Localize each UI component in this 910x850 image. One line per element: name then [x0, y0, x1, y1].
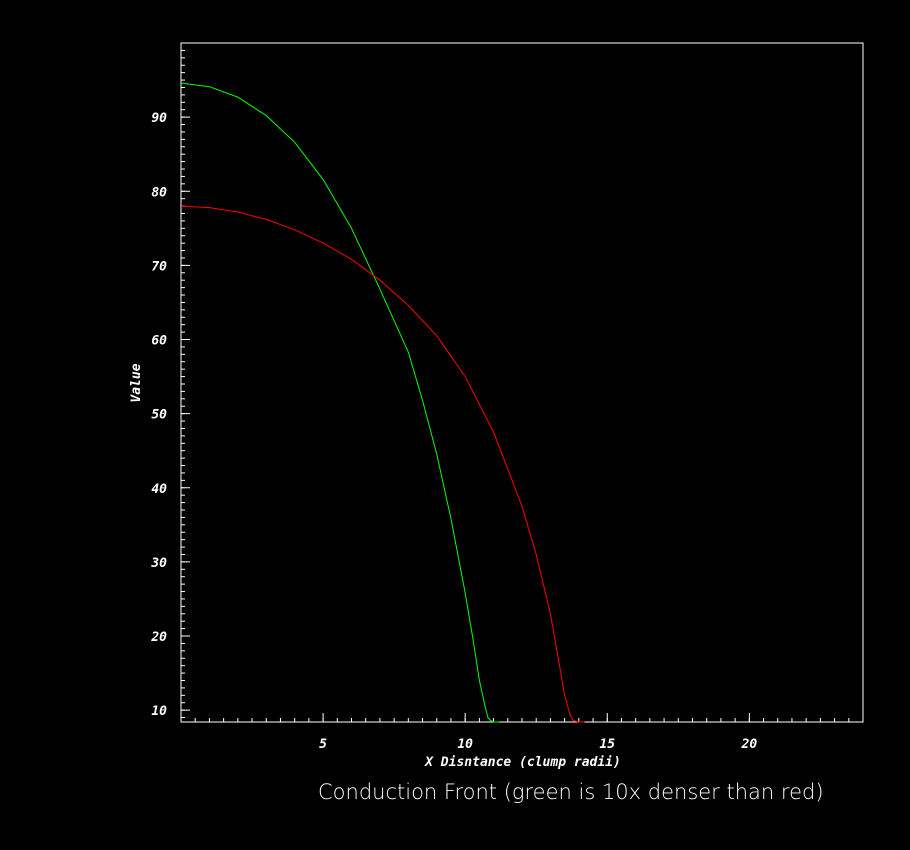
x-tick-label: 20: [741, 737, 758, 752]
x-axis-title: X Disntance (clump radii): [424, 755, 621, 770]
x-tick-label: 5: [319, 737, 327, 752]
y-tick-label: 30: [150, 556, 167, 571]
minor-ticks: [181, 49, 850, 722]
chart-caption: Conduction Front (green is 10x denser th…: [318, 780, 824, 804]
x-tick-label: 10: [457, 737, 473, 752]
plot-area-frame: [180, 42, 864, 723]
y-tick-label: 20: [150, 630, 167, 645]
y-tick-label: 40: [151, 482, 167, 497]
y-tick-label: 10: [151, 704, 167, 719]
series-line-red: [180, 205, 585, 723]
major-ticks: [181, 116, 750, 722]
series-lines: [180, 82, 585, 723]
y-tick-label: 80: [151, 185, 167, 200]
y-tick-label: 90: [151, 111, 167, 126]
series-line-green: [180, 82, 500, 723]
tick-labels: 5 10 15 20 10 20 30 40 50 60 70 80 90: [150, 111, 757, 752]
y-tick-label: 50: [151, 408, 167, 423]
y-axis-title: Value: [129, 363, 144, 402]
y-tick-label: 60: [151, 334, 167, 349]
x-tick-label: 15: [599, 737, 615, 752]
y-tick-label: 70: [151, 259, 167, 274]
